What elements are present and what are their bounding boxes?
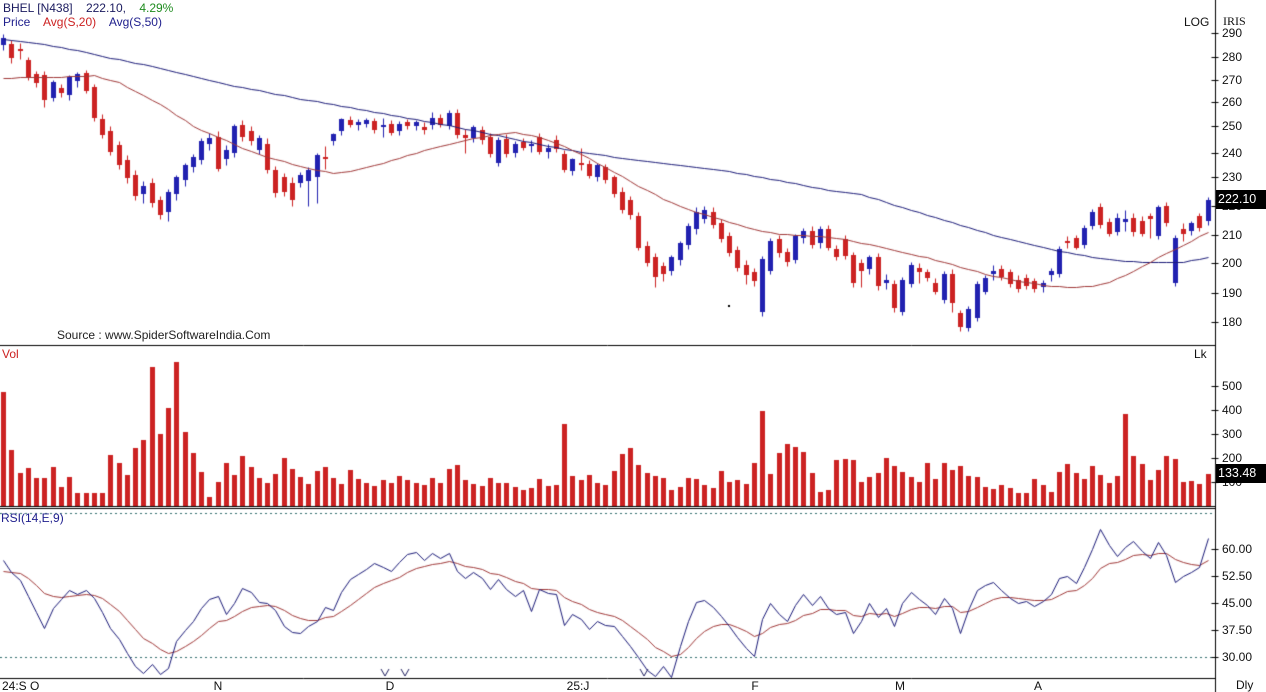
legend-avg20-label: Avg(S,20) [43,15,97,29]
chart-header: BHEL [N438] 222.10, 4.29% Price Avg(S,20… [3,1,173,29]
legend-price-label: Price [3,15,31,29]
last-price-value: 222.10, [85,1,126,15]
app-watermark: IRIS [1223,14,1246,28]
volume-unit-label: Lk [1194,347,1207,361]
volume-panel-label: Vol [2,347,19,361]
source-note: Source : www.SpiderSoftwareIndia.Com [57,328,271,342]
change-percent: 4.29% [139,1,174,15]
rsi-panel-label: RSI(14,E,9) [1,511,64,525]
legend-row: Price Avg(S,20) Avg(S,50) [3,15,173,29]
last-volume-tag: 133.48 [1216,464,1266,483]
symbol-row: BHEL [N438] 222.10, 4.29% [3,1,173,15]
periodicity-label: Dly [1236,678,1254,692]
last-price-tag: 222.10 [1216,190,1266,209]
log-scale-label: LOG [1184,15,1210,29]
legend-avg50-label: Avg(S,50) [108,15,162,29]
symbol-name: BHEL [N438] [3,1,73,15]
